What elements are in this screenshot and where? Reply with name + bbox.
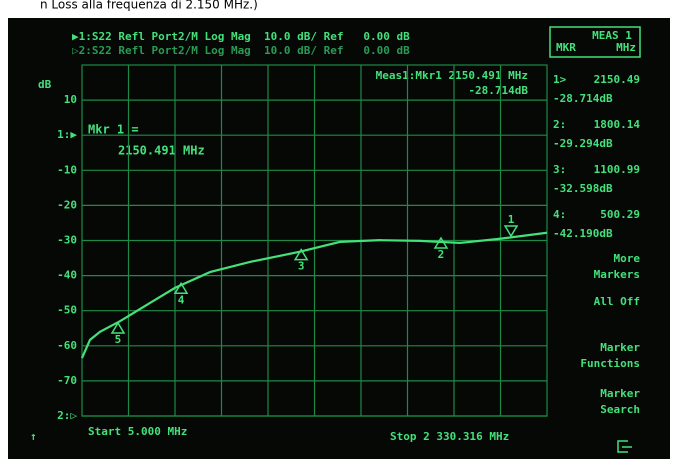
y-tick-label: -60 xyxy=(57,339,77,352)
marker-readout-id: 2: xyxy=(553,118,566,131)
marker-readout-y: -28.714dB xyxy=(553,92,613,105)
softkey[interactable]: Functions xyxy=(580,357,640,370)
y-tick-label: -50 xyxy=(57,304,77,317)
marker-readout-y: -42.190dB xyxy=(553,227,613,240)
meas-readout: Meas1:Mkr1 2150.491 MHz xyxy=(376,69,528,82)
marker-readout-y: -32.598dB xyxy=(553,182,613,195)
marker-readout-y: -29.294dB xyxy=(553,137,613,150)
marker-box: 2150.491 MHz xyxy=(118,144,205,158)
marker-readout-id: 1> xyxy=(553,73,567,86)
y-tick-label: -30 xyxy=(57,234,77,247)
marker-id: 3 xyxy=(298,260,305,273)
marker-id: 1 xyxy=(508,213,515,226)
header-line: ▶1:S22 Refl Port2/M Log Mag 10.0 dB/ Ref… xyxy=(72,30,410,43)
marker-box: Mkr 1 = xyxy=(88,123,139,137)
y-tick-label: -10 xyxy=(57,163,77,176)
softkey[interactable]: Search xyxy=(600,403,640,416)
y-tick-label: -20 xyxy=(57,198,77,211)
y-tick-label: 1:▶ xyxy=(57,128,77,141)
marker-readout-id: 4: xyxy=(553,208,566,221)
softkey[interactable]: All Off xyxy=(594,295,640,308)
marker-id: 5 xyxy=(115,333,122,346)
menu-title: MKR xyxy=(556,41,576,54)
start-label: Start 5.000 MHz xyxy=(88,425,187,438)
caption: n Loss alla frequenza di 2.150 MHz.) xyxy=(40,0,258,12)
marker-readout-x: 1100.99 xyxy=(594,163,640,176)
softkey[interactable]: More xyxy=(614,252,641,265)
marker-readout-x: 500.29 xyxy=(600,208,640,221)
marker-id: 2 xyxy=(438,248,445,261)
y-tick-label: -70 xyxy=(57,374,77,387)
page: n Loss alla frequenza di 2.150 MHz.) ▶1:… xyxy=(0,0,683,459)
menu-title: MHz xyxy=(616,41,636,54)
y-tick-label: -40 xyxy=(57,269,77,282)
y-tick-label: 10 xyxy=(64,93,77,106)
softkey[interactable]: Marker xyxy=(600,341,640,354)
marker-readout-id: 3: xyxy=(553,163,566,176)
bottom-arrow: ↑ xyxy=(30,430,37,443)
screenshot: n Loss alla frequenza di 2.150 MHz.) ▶1:… xyxy=(0,0,683,459)
softkey[interactable]: Markers xyxy=(594,268,640,281)
y-tick-label: 2:▷ xyxy=(57,409,77,422)
stop-label: Stop 2 330.316 MHz xyxy=(390,430,509,443)
y-unit: dB xyxy=(38,78,52,91)
marker-id: 4 xyxy=(178,293,185,306)
softkey[interactable]: Marker xyxy=(600,387,640,400)
marker-readout-x: 2150.49 xyxy=(594,73,640,86)
header-line: ▷2:S22 Refl Port2/M Log Mag 10.0 dB/ Ref… xyxy=(72,44,410,57)
marker-readout-x: 1800.14 xyxy=(594,118,641,131)
meas-readout: -28.714dB xyxy=(468,84,528,97)
